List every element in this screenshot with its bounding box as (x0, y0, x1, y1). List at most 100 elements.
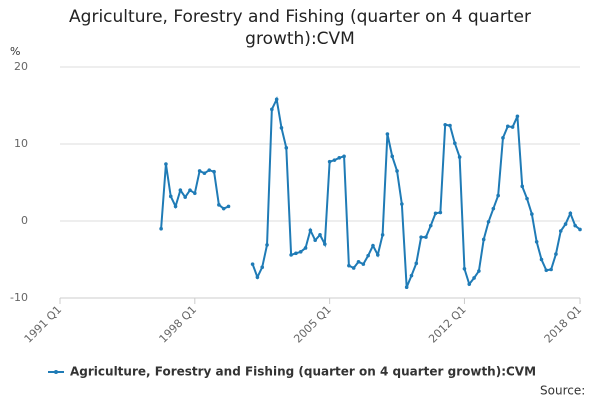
point (558, 229, 563, 233)
point (385, 132, 390, 136)
point (164, 162, 168, 166)
point (337, 156, 342, 160)
point (188, 188, 192, 192)
point (361, 262, 366, 266)
y-axis-label: % (10, 45, 20, 58)
point (303, 246, 308, 250)
point (207, 168, 212, 172)
point (371, 243, 375, 248)
point (313, 238, 317, 243)
point (525, 196, 529, 201)
point (226, 204, 231, 209)
point (323, 242, 327, 246)
point (356, 260, 361, 264)
point (168, 194, 173, 199)
point (539, 257, 544, 262)
point (332, 158, 337, 162)
x-tick-label: 1998 Q1 (157, 303, 200, 346)
point (318, 233, 322, 237)
point (404, 285, 409, 290)
point (510, 125, 515, 129)
point (274, 97, 279, 102)
x-tick-label: 1991 Q1 (22, 303, 65, 346)
point (159, 226, 163, 231)
point (544, 268, 549, 273)
point (221, 206, 226, 211)
point (255, 275, 260, 280)
series-line (160, 96, 581, 288)
point (505, 124, 510, 129)
point (409, 273, 414, 278)
point (327, 159, 332, 164)
point (183, 195, 187, 199)
point (202, 171, 207, 176)
point (578, 227, 582, 232)
y-tick-label: 20 (14, 60, 28, 73)
point (270, 107, 274, 112)
point (534, 239, 539, 244)
legend-marker (54, 370, 58, 374)
point (549, 267, 553, 272)
point (265, 243, 269, 247)
point (481, 237, 486, 242)
point (380, 233, 385, 237)
y-tick-label: -10 (10, 291, 28, 304)
point (289, 253, 293, 257)
x-tick-label: 2018 Q1 (542, 303, 585, 346)
point (395, 169, 399, 173)
point (294, 251, 298, 256)
point (298, 250, 303, 254)
point (472, 276, 476, 280)
point (250, 262, 255, 266)
point (554, 252, 558, 256)
point (193, 191, 197, 196)
point (428, 223, 433, 228)
point (443, 122, 447, 127)
point (279, 126, 284, 130)
point (520, 184, 525, 189)
point (424, 235, 428, 239)
point (414, 261, 419, 266)
point (491, 206, 496, 211)
point (366, 253, 370, 258)
point (351, 266, 356, 270)
point (375, 253, 380, 257)
point (438, 210, 443, 215)
point (496, 193, 500, 198)
point (457, 155, 462, 159)
legend-label: Agriculture, Forestry and Fishing (quart… (70, 365, 536, 379)
point (173, 204, 178, 209)
y-tick-label: 0 (21, 214, 28, 227)
x-tick-label: 2005 Q1 (291, 303, 334, 346)
point (347, 263, 351, 268)
point (563, 222, 568, 226)
point (342, 154, 346, 159)
point (467, 282, 472, 286)
point (515, 114, 520, 119)
point (453, 141, 457, 146)
point (530, 212, 534, 216)
point (433, 211, 438, 216)
point (573, 223, 577, 228)
point (260, 265, 265, 270)
point (390, 154, 395, 159)
point (178, 188, 183, 192)
point (419, 235, 423, 239)
point (501, 136, 505, 140)
point (197, 169, 202, 173)
chart-title: Agriculture, Forestry and Fishing (quart… (69, 7, 531, 49)
point (284, 146, 289, 150)
source: Source: (540, 384, 585, 398)
point (217, 203, 221, 207)
y-tick-label: 10 (14, 137, 28, 150)
point (212, 169, 216, 174)
point (400, 202, 404, 206)
point (448, 123, 452, 128)
x-tick-label: 2012 Q1 (426, 303, 469, 346)
point (486, 219, 491, 224)
point (462, 266, 467, 271)
point (308, 228, 313, 233)
point (477, 269, 481, 273)
